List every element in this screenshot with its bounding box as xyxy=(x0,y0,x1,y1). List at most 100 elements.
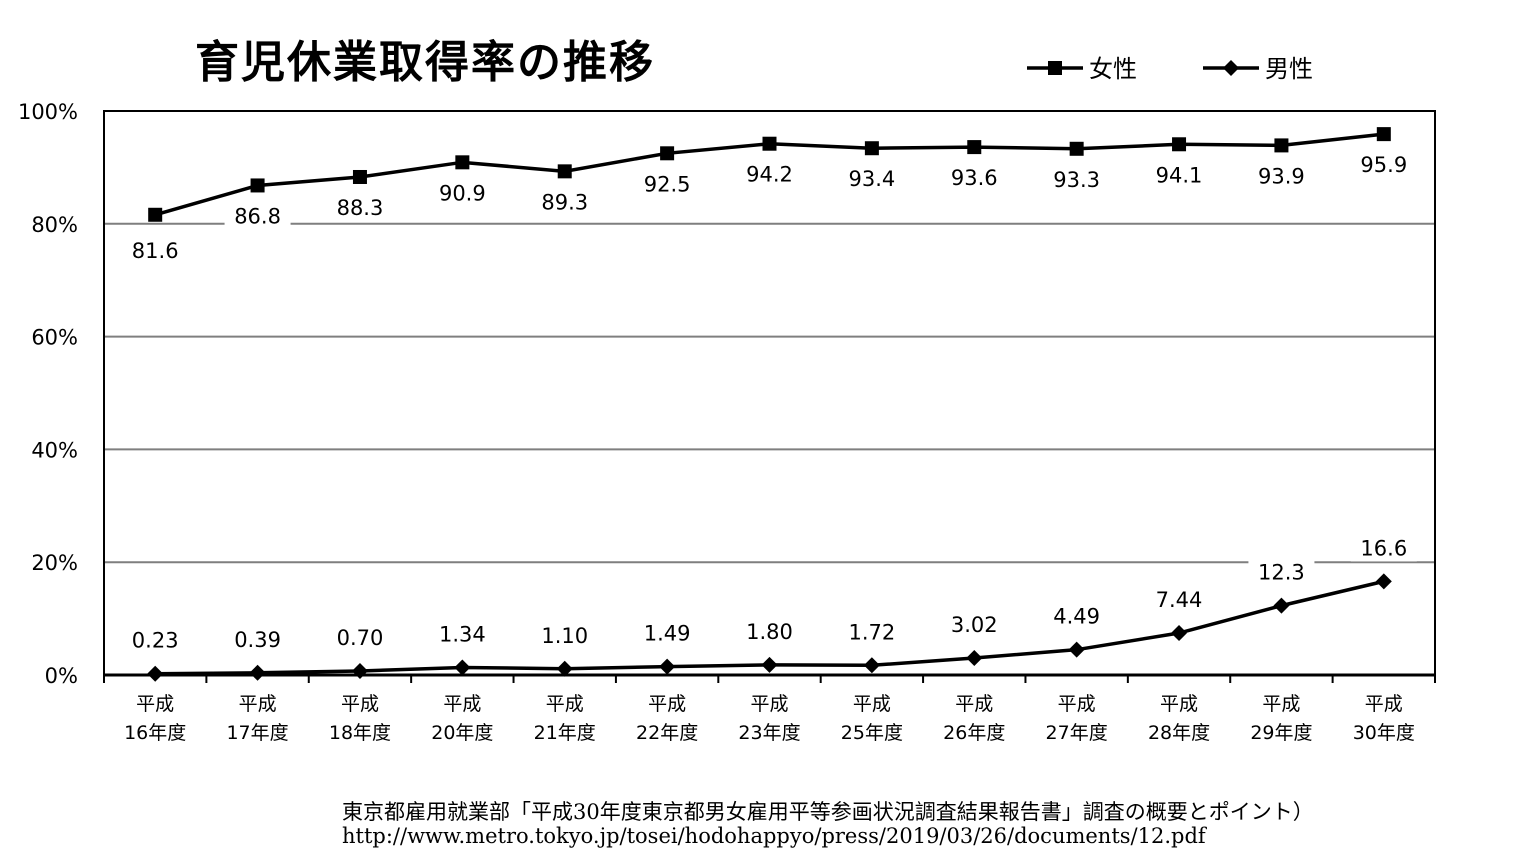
data-label-bg xyxy=(1350,150,1417,179)
y-tick-label: 20% xyxy=(31,551,78,575)
y-tick-label: 40% xyxy=(31,438,78,462)
x-tick-label: 平成 xyxy=(955,693,993,715)
data-label: 16.6 xyxy=(1360,536,1407,560)
data-point-square xyxy=(148,207,163,222)
x-tick-label: 20年度 xyxy=(431,722,493,744)
data-point-diamond xyxy=(761,656,778,673)
data-label: 88.3 xyxy=(337,196,384,220)
x-tick-label: 28年度 xyxy=(1148,722,1210,744)
x-tick-label: 16年度 xyxy=(124,722,186,744)
data-label: 7.44 xyxy=(1156,588,1203,612)
x-tick-label: 18年度 xyxy=(329,722,391,744)
legend-label: 男性 xyxy=(1265,55,1313,83)
data-label: 93.6 xyxy=(951,166,998,190)
x-tick-label: 26年度 xyxy=(943,722,1005,744)
data-label: 90.9 xyxy=(439,181,486,205)
source-url: http://www.metro.tokyo.jp/tosei/hodohapp… xyxy=(342,824,1206,848)
legend-marker-square xyxy=(1048,61,1062,75)
data-label: 1.10 xyxy=(541,624,588,648)
x-tick-label: 平成 xyxy=(1365,693,1403,715)
x-tick-label: 27年度 xyxy=(1046,722,1108,744)
data-point-diamond xyxy=(863,657,880,674)
data-label: 0.70 xyxy=(337,626,384,650)
data-label-bg xyxy=(326,623,393,652)
data-label-bg xyxy=(634,169,701,198)
data-point-square xyxy=(1376,127,1391,142)
x-tick-label: 平成 xyxy=(136,693,174,715)
legend-marker-diamond xyxy=(1223,60,1239,76)
data-point-diamond xyxy=(1068,641,1085,658)
x-tick-label: 平成 xyxy=(1058,693,1096,715)
data-point-square xyxy=(352,169,367,184)
data-label-bg xyxy=(531,187,598,216)
data-label-bg xyxy=(1043,601,1110,630)
data-point-square xyxy=(250,178,265,193)
data-label: 3.02 xyxy=(951,613,998,637)
data-point-square xyxy=(864,141,879,156)
data-label: 93.4 xyxy=(849,167,896,191)
data-label-bg xyxy=(1146,160,1213,189)
data-label: 92.5 xyxy=(644,172,691,196)
data-label: 86.8 xyxy=(234,204,281,228)
data-label-bg xyxy=(429,178,496,207)
data-label: 95.9 xyxy=(1360,153,1407,177)
data-point-diamond xyxy=(351,663,368,680)
data-point-diamond xyxy=(454,659,471,676)
y-tick-label: 60% xyxy=(31,326,78,350)
x-tick-label: 平成 xyxy=(341,693,379,715)
y-tick-label: 0% xyxy=(45,664,78,688)
data-label-bg xyxy=(429,619,496,648)
data-label: 93.9 xyxy=(1258,164,1305,188)
y-tick-label: 100% xyxy=(18,100,78,124)
data-label-bg xyxy=(1248,557,1315,586)
data-label: 1.34 xyxy=(439,622,486,646)
data-label-bg xyxy=(838,164,905,193)
y-tick-label: 80% xyxy=(31,213,78,237)
data-point-diamond xyxy=(1375,573,1392,590)
x-tick-label: 29年度 xyxy=(1250,722,1312,744)
data-point-square xyxy=(660,146,675,161)
data-label-bg xyxy=(1248,161,1315,190)
source-citation: 東京都雇用就業部「平成30年度東京都男女雇用平等参画状況調査結果報告書」調査の概… xyxy=(342,800,1314,824)
data-point-square xyxy=(967,140,982,155)
x-tick-label: 25年度 xyxy=(841,722,903,744)
data-label: 81.6 xyxy=(132,239,179,263)
data-label: 1.80 xyxy=(746,620,793,644)
data-label-bg xyxy=(122,625,189,654)
x-tick-label: 平成 xyxy=(239,693,277,715)
data-label-bg xyxy=(634,618,701,647)
data-label: 94.1 xyxy=(1156,163,1203,187)
x-tick-label: 平成 xyxy=(1160,693,1198,715)
plot-frame xyxy=(103,110,1436,676)
x-tick-label: 21年度 xyxy=(534,722,596,744)
data-label-bg xyxy=(326,192,393,221)
x-tick-label: 平成 xyxy=(750,693,788,715)
data-label: 12.3 xyxy=(1258,561,1305,585)
x-tick-label: 平成 xyxy=(1262,693,1300,715)
x-tick-label: 23年度 xyxy=(738,722,800,744)
data-label: 89.3 xyxy=(541,190,588,214)
data-label-bg xyxy=(736,616,803,645)
data-label: 1.49 xyxy=(644,622,691,646)
data-label-bg xyxy=(1043,164,1110,193)
x-tick-label: 平成 xyxy=(853,693,891,715)
data-point-diamond xyxy=(1273,597,1290,614)
data-label-bg xyxy=(736,159,803,188)
data-label-bg xyxy=(941,609,1008,638)
x-tick-label: 22年度 xyxy=(636,722,698,744)
x-tick-label: 17年度 xyxy=(226,722,288,744)
data-point-diamond xyxy=(659,658,676,675)
data-point-diamond xyxy=(147,665,164,682)
x-tick-label: 平成 xyxy=(648,693,686,715)
x-tick-label: 30年度 xyxy=(1353,722,1415,744)
data-label-bg xyxy=(941,163,1008,192)
data-label-bg xyxy=(224,201,291,230)
x-tick-label: 平成 xyxy=(546,693,584,715)
data-label-bg xyxy=(1350,533,1417,562)
data-point-diamond xyxy=(556,660,573,677)
data-label-bg xyxy=(531,620,598,649)
data-label-bg xyxy=(224,624,291,653)
chart-title: 育児休業取得率の推移 xyxy=(195,37,655,88)
data-point-square xyxy=(557,164,572,179)
